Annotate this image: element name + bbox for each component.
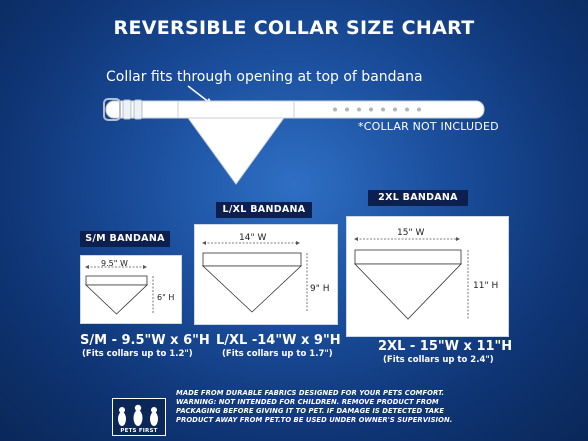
collar-bandana-band: [177, 100, 295, 119]
lxl-width-label: 14" W: [239, 233, 267, 243]
lxl-height-label: 9" H: [310, 284, 330, 294]
lxl-fit: (Fits collars up to 1.7"): [222, 349, 333, 359]
collar-not-included: *COLLAR NOT INCLUDED: [358, 120, 499, 133]
collar-keeper-2: [133, 99, 143, 120]
2xl-summary: 2XL - 15"W x 11"H: [378, 339, 513, 354]
footer-line: MADE FROM DURABLE FABRICS DESIGNED FOR Y…: [176, 389, 445, 397]
collar-buckle: [103, 98, 121, 121]
sm-bandana-drawing: [84, 265, 154, 315]
footer-disclaimer: MADE FROM DURABLE FABRICS DESIGNED FOR Y…: [176, 389, 536, 425]
collar-note: Collar fits through opening at top of ba…: [106, 69, 423, 85]
page-title: REVERSIBLE COLLAR SIZE CHART: [113, 17, 475, 39]
lxl-bandana-label: L/XL BANDANA: [216, 202, 312, 218]
dogs-icon: [118, 404, 158, 426]
lxl-bandana-box: 14" W 9" H: [194, 224, 338, 325]
collar-keeper: [122, 99, 132, 120]
collar-strap: [105, 100, 485, 119]
logo-text: PETS FIRST: [120, 428, 158, 434]
2xl-width-label: 15" W: [397, 228, 425, 238]
footer-line: PACKAGING BEFORE GIVING IT TO PET. IF DA…: [176, 407, 445, 415]
sm-bandana-label: S/M BANDANA: [80, 231, 170, 247]
2xl-bandana-label: 2XL BANDANA: [368, 190, 468, 206]
arrow-line: [187, 85, 211, 104]
footer-line: PRODUCT AWAY FROM PET.TO BE USED UNDER O…: [176, 416, 453, 424]
2xl-height-label: 11" H: [473, 281, 499, 291]
sm-height-label: 6" H: [157, 293, 175, 302]
pets-first-logo: PETS FIRST: [112, 398, 166, 436]
sm-bandana-box: 9.5" W 6" H: [80, 255, 182, 324]
2xl-fit: (Fits collars up to 2.4"): [383, 355, 494, 365]
sm-fit: (Fits collars up to 1.2"): [82, 349, 193, 359]
sm-width-label: 9.5" W: [101, 259, 128, 268]
lxl-summary: L/XL -14"W x 9"H: [216, 333, 341, 348]
2xl-bandana-drawing: [354, 237, 469, 320]
footer-line: WARNING: NOT INTENDED FOR CHILDREN. REMO…: [176, 398, 439, 406]
2xl-bandana-box: 15" W 11" H: [346, 216, 509, 337]
sm-summary: S/M - 9.5"W x 6"H: [80, 333, 210, 348]
collar-holes: [333, 107, 421, 112]
lxl-bandana-drawing: [201, 241, 308, 313]
